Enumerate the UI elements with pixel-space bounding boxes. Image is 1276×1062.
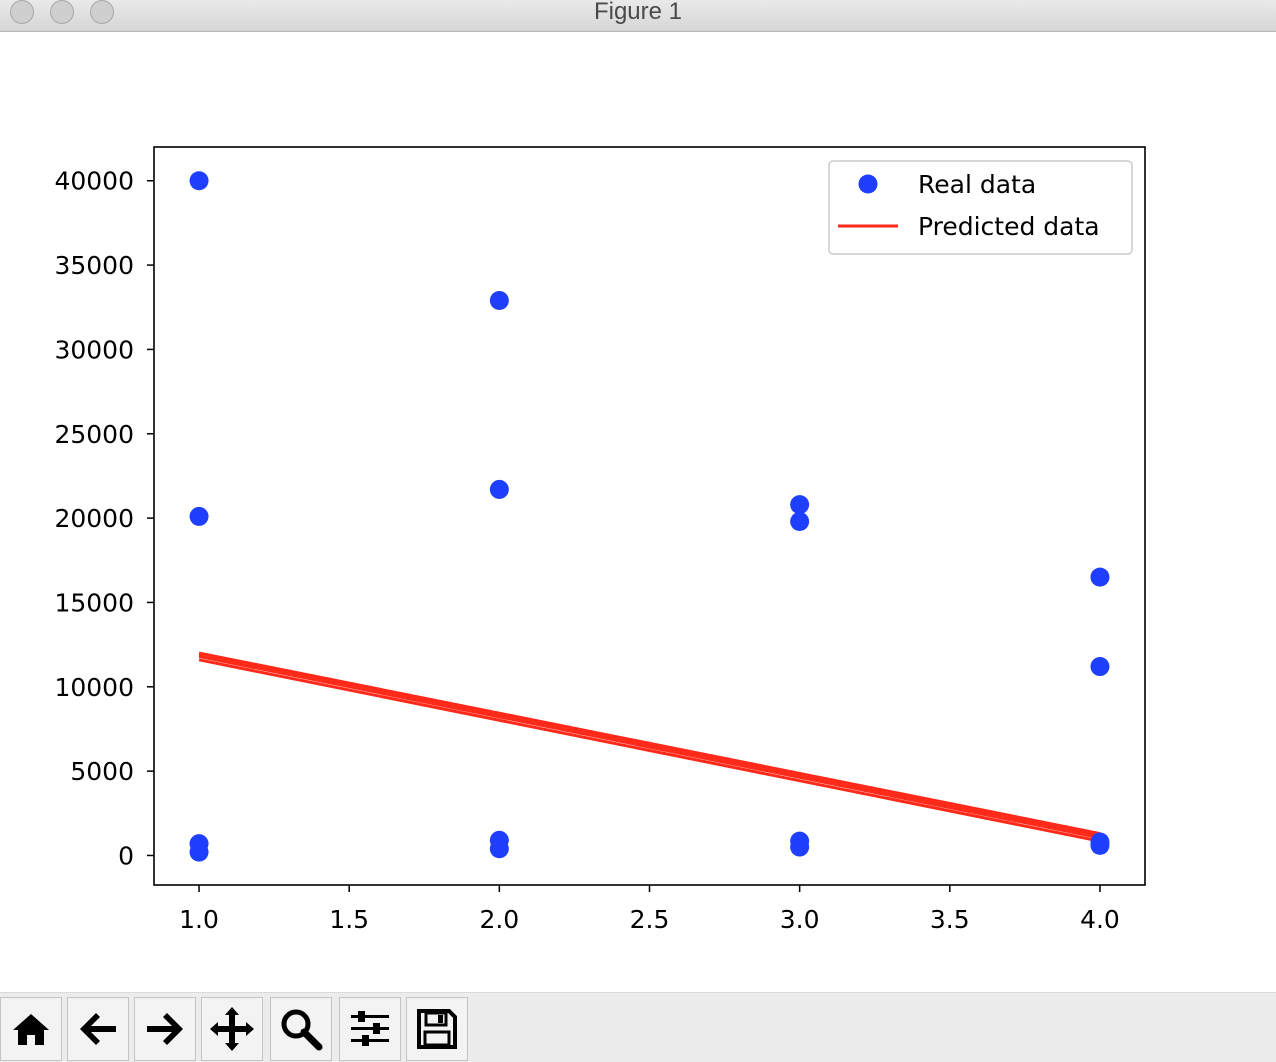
home-button[interactable] bbox=[0, 997, 62, 1061]
data-point-13 bbox=[1090, 657, 1110, 677]
y-tick-label-2: 10000 bbox=[54, 673, 134, 702]
x-tick-label-5: 3.5 bbox=[930, 905, 970, 934]
sliders-icon bbox=[351, 1011, 389, 1046]
data-point-8 bbox=[790, 495, 810, 515]
predicted-line-2 bbox=[198, 654, 1101, 840]
legend-label-predicted-data: Predicted data bbox=[918, 212, 1100, 241]
navigation-toolbar bbox=[0, 992, 1276, 1062]
predicted-line-3 bbox=[198, 658, 1101, 843]
close-icon[interactable] bbox=[10, 0, 34, 24]
forward-button[interactable] bbox=[134, 997, 196, 1061]
data-point-11 bbox=[790, 837, 810, 857]
x-tick-label-6: 4.0 bbox=[1080, 905, 1120, 934]
predicted-line-0 bbox=[198, 651, 1101, 836]
back-button[interactable] bbox=[67, 997, 129, 1061]
y-tick-label-8: 40000 bbox=[54, 167, 134, 196]
legend-label-real-data: Real data bbox=[918, 170, 1036, 199]
magnifier-icon bbox=[281, 1009, 323, 1051]
y-tick-label-7: 35000 bbox=[54, 251, 134, 280]
legend-box bbox=[828, 160, 1133, 255]
y-tick-label-0: 0 bbox=[118, 841, 134, 870]
y-tick-label-6: 30000 bbox=[54, 335, 134, 364]
y-tick-label-1: 5000 bbox=[70, 757, 134, 786]
x-tick-label-4: 3.0 bbox=[780, 905, 820, 934]
data-point-7 bbox=[489, 839, 509, 859]
window-titlebar: Figure 1 bbox=[0, 0, 1276, 32]
home-icon bbox=[13, 1014, 49, 1045]
axes-frame bbox=[153, 146, 1146, 886]
x-tick-label-3: 2.5 bbox=[630, 905, 670, 934]
data-point-5 bbox=[489, 479, 509, 499]
x-tick-label-0: 1.0 bbox=[179, 905, 219, 934]
legend-marker-real-data bbox=[858, 174, 878, 194]
x-tick-label-2: 2.0 bbox=[479, 905, 519, 934]
arrow-right-icon bbox=[147, 1013, 183, 1045]
save-button[interactable] bbox=[406, 997, 468, 1061]
data-point-9 bbox=[790, 511, 810, 531]
y-tick-label-4: 20000 bbox=[54, 504, 134, 533]
minimize-icon[interactable] bbox=[50, 0, 74, 24]
x-tick-label-1: 1.5 bbox=[329, 905, 369, 934]
pan-button[interactable] bbox=[201, 997, 263, 1061]
plot-area: 1.0 1.5 2.0 2.5 3.0 3.5 4.0 0 5000 10000 15000 2000… bbox=[54, 146, 1146, 934]
data-point-0 bbox=[189, 171, 209, 191]
configure-subplots-button[interactable] bbox=[339, 997, 401, 1061]
floppy-disk-icon bbox=[417, 1009, 457, 1049]
data-point-3 bbox=[189, 842, 209, 862]
zoom-icon[interactable] bbox=[90, 0, 114, 24]
move-arrows-icon bbox=[210, 1007, 254, 1051]
y-tick-label-3: 15000 bbox=[54, 588, 134, 617]
data-point-12 bbox=[1090, 567, 1110, 587]
predicted-line-1 bbox=[198, 653, 1101, 838]
arrow-left-icon bbox=[80, 1013, 116, 1045]
data-point-1 bbox=[189, 506, 209, 526]
y-tick-label-5: 25000 bbox=[54, 420, 134, 449]
data-point-15 bbox=[1090, 835, 1110, 855]
data-point-4 bbox=[489, 291, 509, 311]
window-title: Figure 1 bbox=[593, 0, 683, 25]
zoom-button[interactable] bbox=[270, 997, 332, 1061]
figure-canvas: 1.0 1.5 2.0 2.5 3.0 3.5 4.0 0 5000 10000 15000 2000… bbox=[54, 146, 1146, 934]
